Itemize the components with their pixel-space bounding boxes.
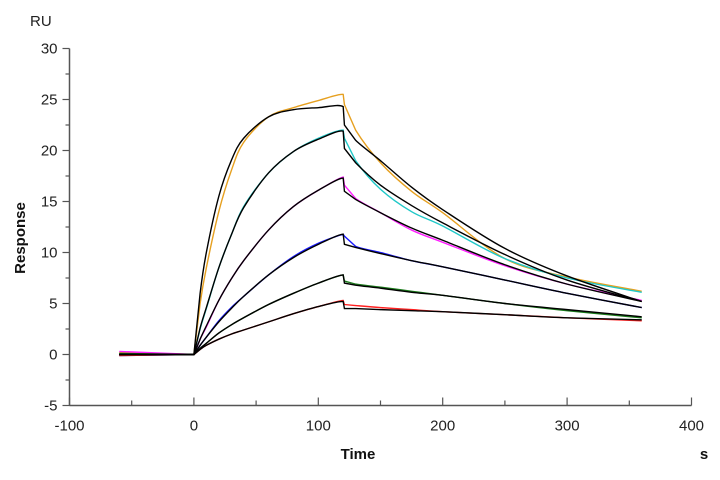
y-tick-label: 25 bbox=[41, 92, 58, 109]
fit-curve-3 bbox=[119, 177, 642, 356]
y-tick-label: 20 bbox=[41, 143, 58, 160]
y-tick-label: 5 bbox=[49, 296, 57, 313]
y-unit-label: RU bbox=[30, 13, 52, 30]
x-tick-label: 400 bbox=[679, 418, 704, 435]
fit-curve-6 bbox=[119, 300, 642, 356]
x-tick-label: 100 bbox=[306, 418, 331, 435]
x-unit-label: s bbox=[700, 446, 708, 463]
x-tick-label: 0 bbox=[190, 418, 198, 435]
x-tick-label: 200 bbox=[430, 418, 455, 435]
data-series-1 bbox=[119, 93, 642, 356]
data-series bbox=[119, 93, 642, 357]
y-tick-label: 0 bbox=[49, 347, 57, 364]
fit-curve-2 bbox=[119, 130, 642, 356]
x-tick-label: 300 bbox=[555, 418, 580, 435]
y-tick-label: 15 bbox=[41, 194, 58, 211]
y-tick-label: -5 bbox=[44, 398, 57, 415]
y-tick-label: 10 bbox=[41, 245, 58, 262]
fit-curve-1 bbox=[119, 104, 642, 356]
y-tick-label: 30 bbox=[41, 41, 58, 58]
x-axis-label: Time bbox=[341, 446, 376, 463]
fit-curve-4 bbox=[119, 233, 642, 356]
fit-curve-5 bbox=[119, 274, 642, 356]
y-axis-label: Response bbox=[12, 202, 29, 274]
axes: -100 0 100 200 300 400 -5 0 5 10 15 20 25 30 bbox=[41, 41, 704, 435]
x-tick-label: -100 bbox=[54, 418, 84, 435]
